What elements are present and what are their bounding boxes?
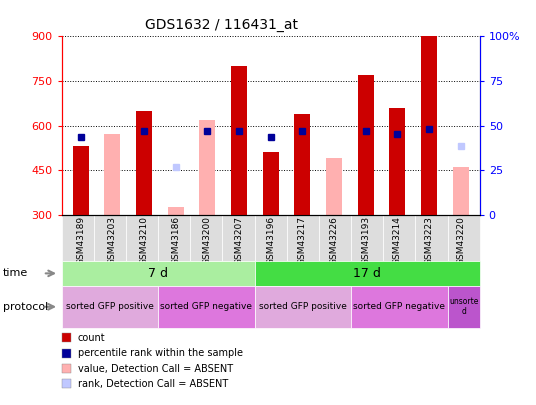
Text: protocol: protocol (3, 302, 48, 312)
Bar (136, 111, 152, 215)
Bar (390, 108, 405, 215)
Text: rank, Detection Call = ABSENT: rank, Detection Call = ABSENT (78, 379, 228, 389)
Bar (358, 75, 374, 215)
Text: count: count (78, 333, 106, 343)
Bar (453, 167, 468, 215)
Bar (421, 36, 437, 215)
Text: sorted GFP negative: sorted GFP negative (160, 302, 252, 311)
Bar (326, 158, 342, 215)
Text: sorted GFP negative: sorted GFP negative (353, 302, 445, 311)
Text: 7 d: 7 d (148, 267, 168, 280)
Bar (263, 152, 279, 215)
Text: sorted GFP positive: sorted GFP positive (259, 302, 347, 311)
Text: GDS1632 / 116431_at: GDS1632 / 116431_at (145, 18, 297, 32)
Text: unsorte
d: unsorte d (449, 297, 478, 316)
Text: percentile rank within the sample: percentile rank within the sample (78, 348, 243, 358)
Bar (168, 207, 183, 215)
Text: time: time (3, 269, 28, 278)
Bar (294, 114, 310, 215)
Bar (199, 119, 215, 215)
Text: value, Detection Call = ABSENT: value, Detection Call = ABSENT (78, 364, 233, 373)
Text: 17 d: 17 d (353, 267, 381, 280)
Bar (105, 134, 120, 215)
Bar (73, 146, 88, 215)
Bar (231, 66, 247, 215)
Text: sorted GFP positive: sorted GFP positive (66, 302, 154, 311)
